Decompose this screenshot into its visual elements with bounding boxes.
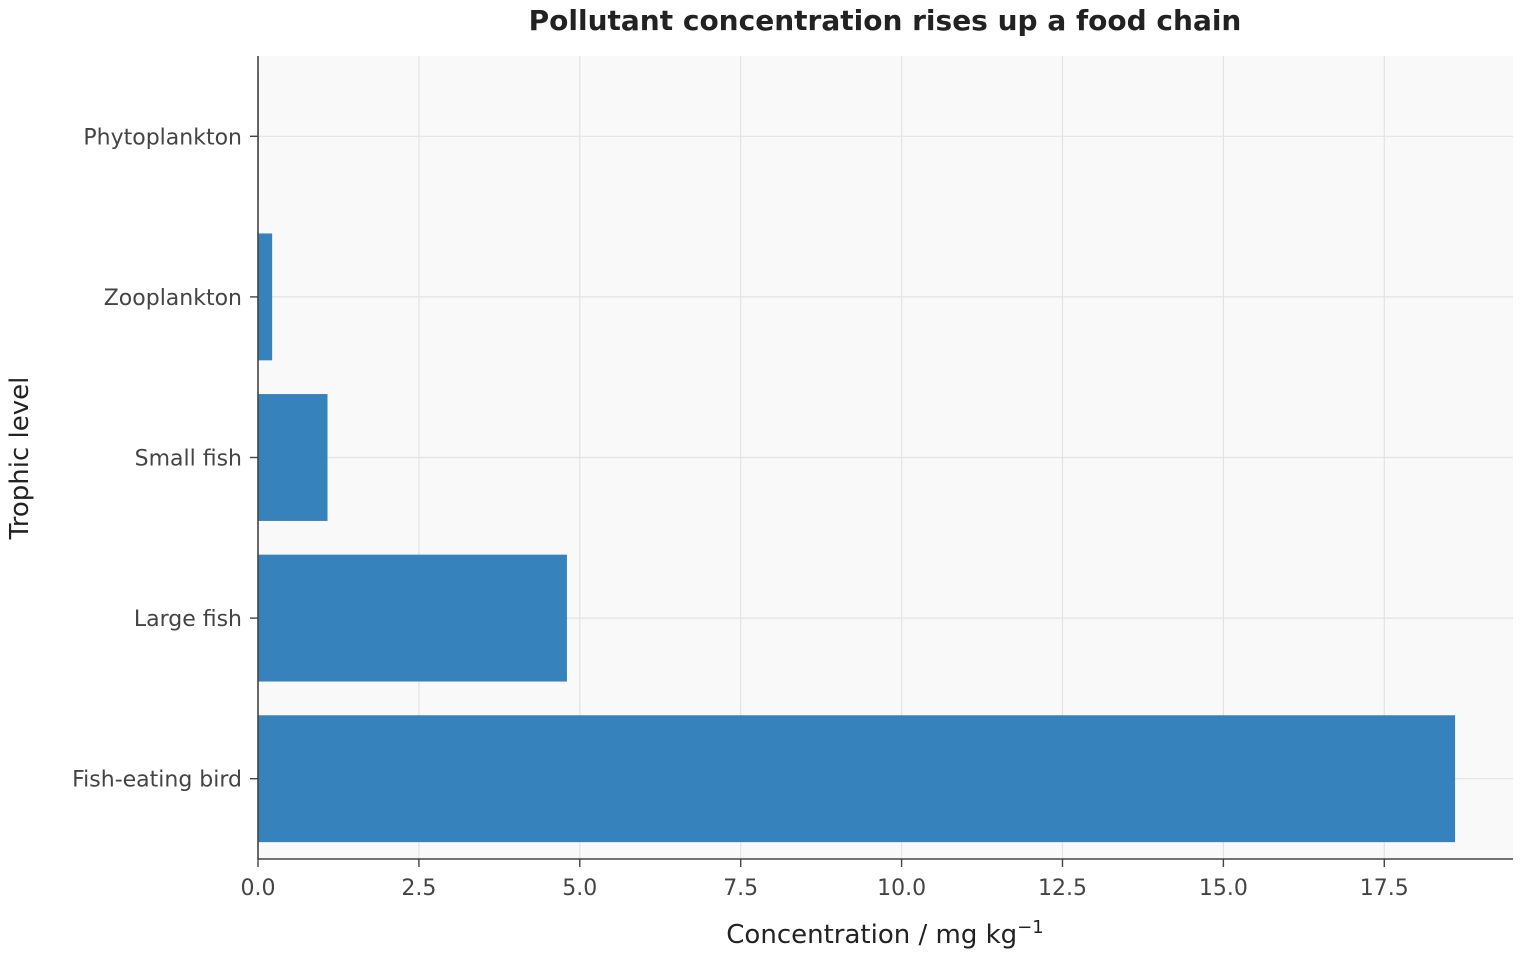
x-tick-label: 12.5: [1038, 876, 1087, 901]
x-axis-title-text: Concentration / mg kg: [726, 920, 1017, 950]
x-axis-title-superscript: −1: [1017, 917, 1044, 938]
y-tick-label: Small fish: [135, 447, 242, 472]
x-tick-label: 15.0: [1199, 876, 1248, 901]
bars: [258, 72, 1456, 843]
x-axis-ticks: 0.0 2.5 5.0 7.5 10.0 12.5 15.0 17.5: [241, 859, 1409, 901]
x-tick-label: 2.5: [401, 876, 436, 901]
x-tick-label: 0.0: [241, 876, 276, 901]
y-tick-label: Large fish: [134, 607, 242, 632]
x-tick-label: 17.5: [1360, 876, 1409, 901]
bar-zooplankton: [258, 233, 273, 361]
y-tick-label: Phytoplankton: [83, 125, 242, 150]
x-tick-label: 10.0: [877, 876, 926, 901]
bar-large-fish: [258, 554, 567, 682]
chart-title: Pollutant concentration rises up a food …: [529, 4, 1242, 37]
bar-small-fish: [258, 394, 328, 521]
x-tick-label: 5.0: [562, 876, 597, 901]
bar-fish-eating-bird: [258, 715, 1456, 843]
y-axis-title: Trophic level: [5, 377, 35, 541]
x-axis-title: Concentration / mg kg−1: [726, 917, 1043, 950]
y-tick-label: Fish-eating bird: [72, 768, 242, 793]
y-axis-ticks: Phytoplankton Zooplankton Small fish Large …: [72, 125, 258, 793]
x-tick-label: 7.5: [723, 876, 758, 901]
y-tick-label: Zooplankton: [104, 286, 242, 311]
